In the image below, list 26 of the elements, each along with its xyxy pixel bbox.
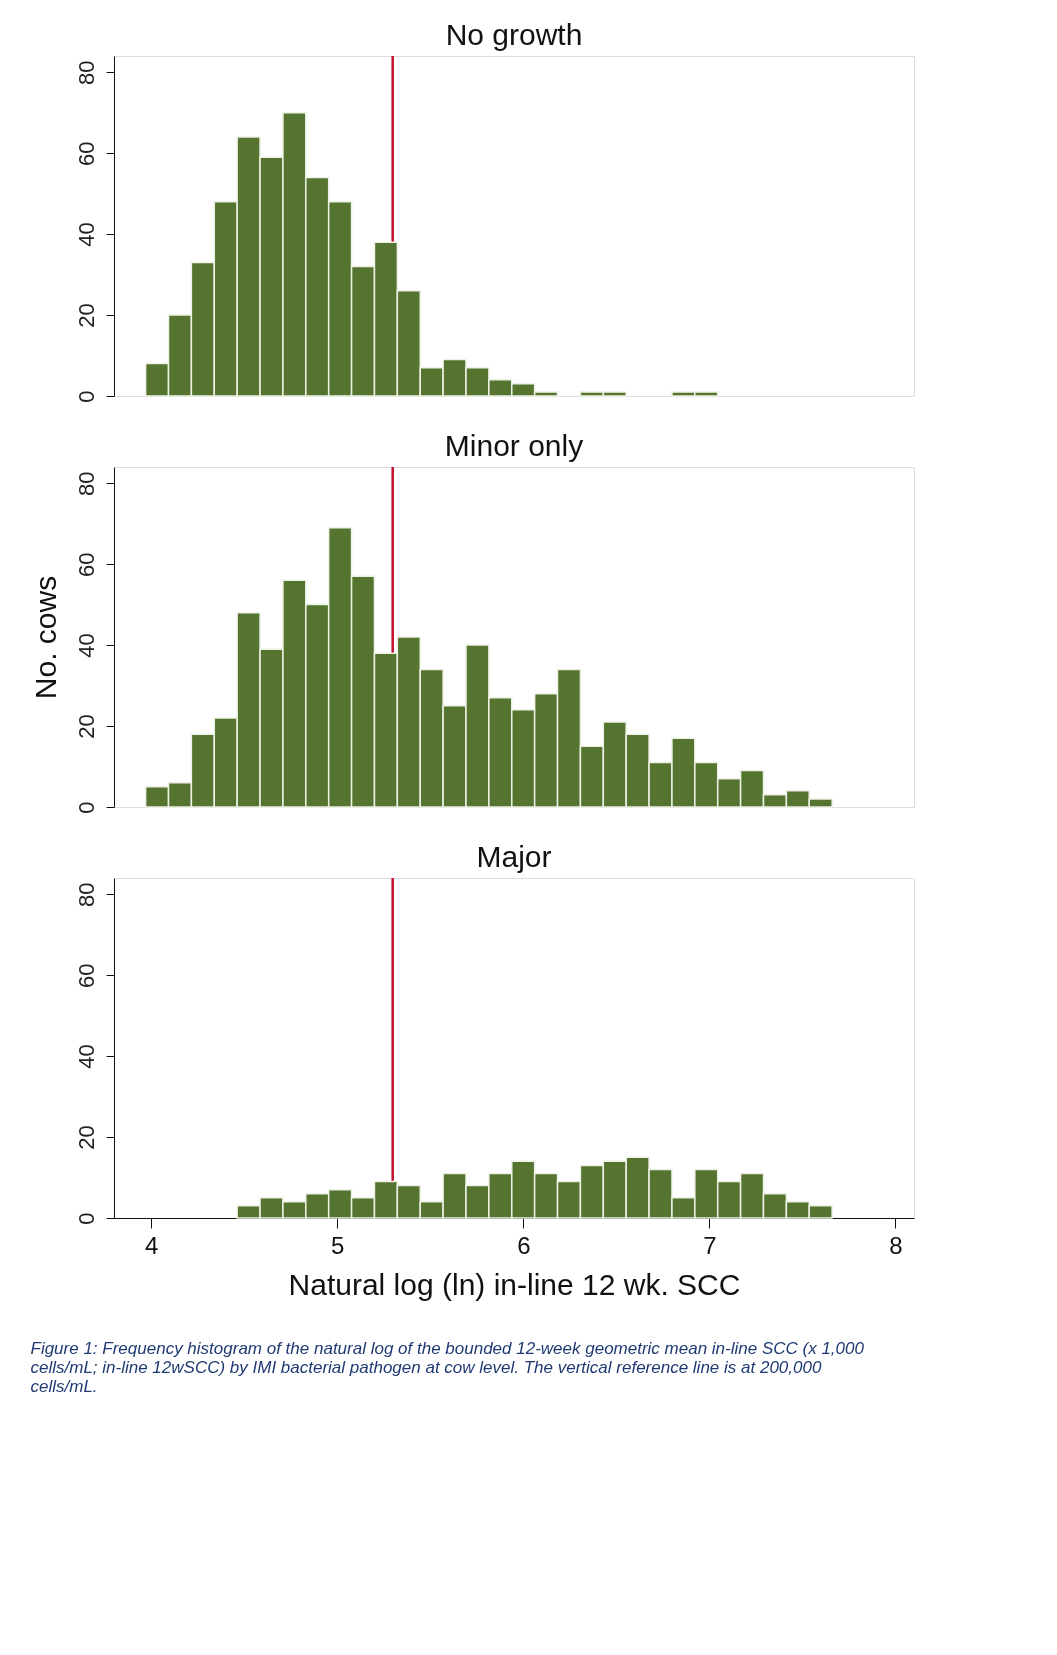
x-tick-label: 7 xyxy=(703,1231,717,1259)
y-tick-label: 0 xyxy=(73,390,99,403)
y-tick-label: 40 xyxy=(73,633,99,658)
y-tick-label: 60 xyxy=(73,552,99,577)
x-tick-label: 8 xyxy=(889,1231,903,1259)
y-tick-label: 80 xyxy=(73,471,99,496)
chart-title: Minor only xyxy=(444,428,584,462)
y-tick-label: 40 xyxy=(73,1044,99,1069)
y-tick-label: 40 xyxy=(73,222,99,247)
y-tick-label: 20 xyxy=(73,714,99,739)
x-tick-label: 6 xyxy=(517,1231,531,1259)
y-tick-label: 0 xyxy=(73,801,99,814)
x-axis-title: Natural log (ln) in-line 12 wk. SCC xyxy=(288,1267,741,1301)
chart-title: Major xyxy=(476,839,552,873)
caption: Figure 1: Frequency histogram of the natural log of the bounded 12-week geometric mean in-line SCC (x 1,000 cells/mL; in-line 12wSCC) by IMI bacterial pathogen at cow level. The vertical reference line is at 200,000 cells/mL. xyxy=(30,1338,865,1396)
y-axis-title: No. cows xyxy=(28,575,62,700)
y-tick-label: 20 xyxy=(73,1125,99,1150)
y-tick-label: 60 xyxy=(73,141,99,166)
chart-title: No growth xyxy=(445,17,583,51)
y-tick-label: 60 xyxy=(73,963,99,988)
x-tick-label: 5 xyxy=(331,1231,345,1259)
x-tick-label: 4 xyxy=(145,1231,159,1259)
y-tick-label: 0 xyxy=(73,1212,99,1225)
y-tick-label: 80 xyxy=(73,882,99,907)
y-tick-label: 20 xyxy=(73,303,99,328)
y-tick-label: 80 xyxy=(73,60,99,85)
